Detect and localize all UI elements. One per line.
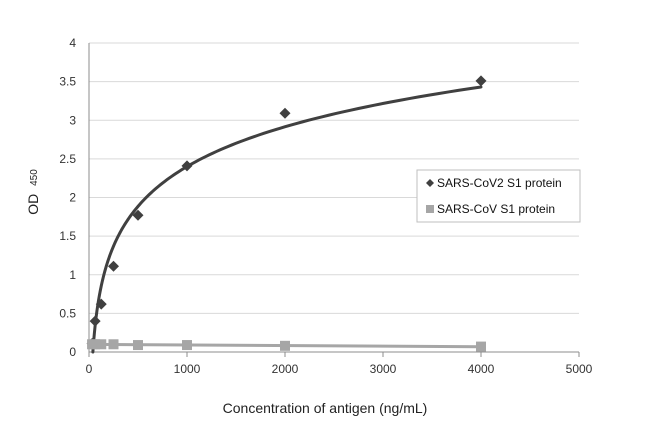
data-point-series-1 <box>108 260 119 272</box>
data-point-series-2 <box>280 340 290 351</box>
legend-box <box>416 169 581 223</box>
data-point-series-2 <box>108 339 119 350</box>
x-tick-label: 5000 <box>566 362 593 376</box>
data-point-series-1 <box>181 160 193 172</box>
legend-square-icon <box>426 205 434 213</box>
y-tick-labels: 0 0.5 1 1.5 2 2.5 3 3.5 4 <box>59 36 76 359</box>
axes <box>88 43 580 357</box>
y-tick-label: 3 <box>69 113 76 127</box>
legend-diamond-icon <box>426 179 434 187</box>
gridlines <box>89 42 579 314</box>
x-tick-labels: 0 1000 2000 3000 4000 5000 <box>86 362 593 376</box>
data-points <box>86 75 487 352</box>
data-point-series-2 <box>96 339 107 350</box>
trendline-series-1 <box>91 85 483 354</box>
x-tick-label: 2000 <box>272 362 299 376</box>
y-tick-label: 3.5 <box>59 75 76 89</box>
y-tick-label: 2.5 <box>59 152 76 166</box>
y-tick-label: 0.5 <box>59 306 76 320</box>
y-axis-title: OD 450 <box>25 169 41 215</box>
x-tick-label: 3000 <box>370 362 397 376</box>
data-point-series-1 <box>95 298 107 310</box>
x-tick-label: 4000 <box>468 362 495 376</box>
legend-label-series-1: SARS-CoV2 S1 protein <box>437 176 562 190</box>
data-point-series-2 <box>133 340 143 351</box>
svg-text:OD 450: OD 450 <box>25 169 41 215</box>
legend: SARS-CoV2 S1 protein SARS-CoV S1 protein <box>416 169 581 223</box>
data-point-series-2 <box>182 340 192 351</box>
y-axis-title-main: OD <box>25 194 41 215</box>
y-tick-label: 4 <box>69 36 76 50</box>
y-tick-label: 2 <box>69 191 76 205</box>
data-point-series-2 <box>476 341 486 352</box>
data-point-series-1 <box>475 75 487 87</box>
y-tick-label: 1 <box>69 268 76 282</box>
y-axis-title-subscript: 450 <box>29 169 40 186</box>
x-tick-label: 1000 <box>174 362 201 376</box>
data-point-series-2 <box>90 339 101 350</box>
y-tick-label: 1.5 <box>59 229 76 243</box>
x-axis-title: Concentration of antigen (ng/mL) <box>223 400 428 416</box>
x-tick-label: 0 <box>86 362 93 376</box>
data-point-series-1 <box>279 107 291 119</box>
data-point-series-1 <box>132 209 144 221</box>
y-tick-label: 0 <box>69 345 76 359</box>
legend-label-series-2: SARS-CoV S1 protein <box>437 202 555 216</box>
data-point-series-1 <box>89 315 101 327</box>
